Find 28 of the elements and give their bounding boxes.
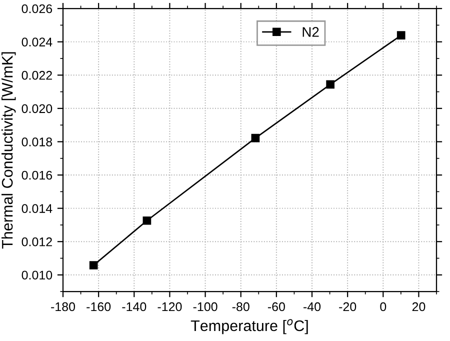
y-tick-label: 0.010 bbox=[22, 270, 52, 280]
point bbox=[89, 261, 98, 270]
y-tick-label: 0.018 bbox=[22, 138, 52, 146]
x-tick-label: 0 bbox=[380, 302, 386, 312]
x-tick-label: -80 bbox=[232, 302, 250, 312]
y-tick-label: 0.012 bbox=[22, 237, 52, 246]
x-tick-label: -140 bbox=[122, 302, 146, 312]
y-tick-label: 0.020 bbox=[22, 104, 52, 114]
x-tick-label: -20 bbox=[339, 302, 356, 312]
point bbox=[142, 216, 152, 225]
x-axis-title: Temperature [$^{o}$C] bbox=[190, 319, 308, 334]
point bbox=[251, 134, 260, 142]
legend-label: N2 bbox=[302, 27, 319, 37]
y-tick-label: 0.022 bbox=[22, 70, 52, 80]
x-tick-label: -120 bbox=[158, 302, 182, 312]
x-tick-label: -180 bbox=[51, 302, 76, 312]
y-tick-label: 0.024 bbox=[22, 38, 52, 46]
point bbox=[326, 80, 334, 89]
x-tick-label: -100 bbox=[193, 302, 218, 312]
y-tick-label: 0.026 bbox=[22, 4, 52, 14]
point bbox=[396, 31, 406, 40]
x-tick-label: -160 bbox=[86, 302, 111, 312]
x-tick-label: 20 bbox=[412, 302, 426, 312]
x-tick-label: -40 bbox=[304, 302, 321, 312]
y-tick-label: 0.014 bbox=[22, 204, 52, 213]
x-tick-label: -60 bbox=[268, 302, 285, 312]
y-axis-title: Thermal Conductivity [W/mK] bbox=[2, 52, 16, 249]
y-tick-label: 0.016 bbox=[22, 170, 52, 180]
